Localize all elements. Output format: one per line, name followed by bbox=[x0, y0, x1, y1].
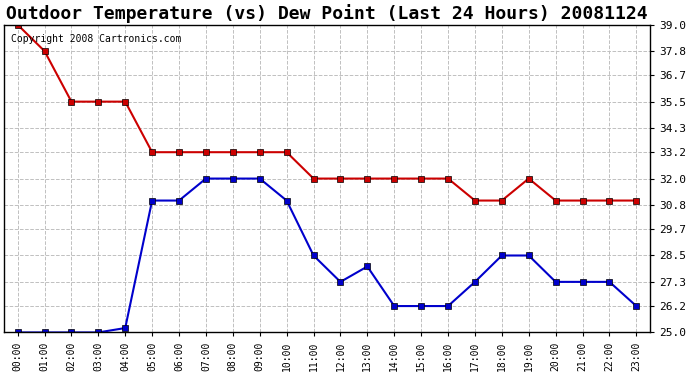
Text: Copyright 2008 Cartronics.com: Copyright 2008 Cartronics.com bbox=[10, 34, 181, 44]
Title: Outdoor Temperature (vs) Dew Point (Last 24 Hours) 20081124: Outdoor Temperature (vs) Dew Point (Last… bbox=[6, 4, 648, 23]
